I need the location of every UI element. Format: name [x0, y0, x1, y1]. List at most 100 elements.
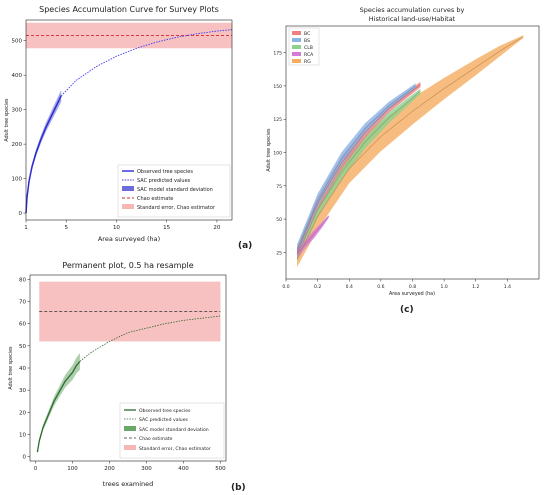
panel-b-observed-line — [36, 360, 81, 453]
panel-b-ytick-label: 0 — [23, 455, 27, 461]
panel-c-xtick-label: 0.8 — [409, 284, 416, 290]
panel-b-ylabel: Adult tree species — [8, 346, 14, 390]
panel-b-ytick-label: 80 — [19, 277, 26, 283]
panel-a-frame — [25, 19, 233, 221]
panel-a-chart: Species Accumulation Curve for Survey Pl… — [4, 5, 252, 251]
panel-b-xlabel: trees examined — [103, 480, 154, 488]
panel-a-legend-sd-swatch — [122, 186, 134, 191]
panel-c-y-ticks: 25 50 75 100 125 150 175 — [273, 51, 286, 256]
panel-c-xtick-label: 1.0 — [441, 284, 448, 290]
panel-b-xtick-label: 300 — [141, 466, 152, 472]
panel-a-xlabel: Area surveyed (ha) — [98, 235, 160, 243]
panel-a-legend-observed-label: Observed tree species — [137, 169, 193, 175]
panel-b-x-ticks: 0 100 200 300 400 500 — [34, 461, 226, 472]
panel-b-predicted-line — [79, 315, 221, 362]
panel-c-ylabel: Adult tree species — [266, 128, 272, 172]
panel-c-line-rca — [296, 216, 329, 254]
panel-a-title: Species Accumulation Curve for Survey Pl… — [39, 5, 219, 14]
panel-c-ytick-label: 50 — [276, 217, 282, 223]
panel-b-legend-se-label: Standard error, Chao estimator — [139, 446, 211, 452]
panel-b-ytick-label: 20 — [19, 410, 26, 416]
panel-a-legend-chao-label: Chao estimate — [137, 196, 173, 202]
panel-b-sd-band — [37, 352, 80, 454]
panel-b-xtick-label: 400 — [178, 466, 189, 472]
panel-c-legend-swatch-clb — [292, 45, 301, 49]
panel-b-legend-sd-swatch — [124, 426, 136, 431]
panel-c-ytick-label: 175 — [273, 51, 282, 57]
panel-c-ytick-label: 100 — [273, 151, 282, 157]
panel-a-ylabel: Adult tree species — [4, 98, 10, 142]
panel-a-legend-box — [117, 164, 231, 218]
panel-c-title: Species accumulation curves by — [360, 6, 465, 14]
panel-b-legend-chao-label: Chao estimate — [139, 436, 173, 442]
panel-a-legend-se-label: Standard error, Chao estimator — [137, 205, 216, 211]
panel-b-ytick-label: 30 — [19, 388, 26, 394]
panel-b-chart: Permanent plot, 0.5 ha resample 0 100 200 3… — [8, 261, 246, 493]
panel-c-legend-label-rg: RG — [304, 59, 311, 65]
panel-b-tag: (b) — [231, 483, 246, 493]
panel-b-y-ticks: 0 10 20 30 40 50 60 70 80 — [19, 277, 30, 461]
panel-c-bands — [297, 35, 524, 268]
panel-a-ytick-label: 100 — [12, 177, 23, 183]
panel-c-ytick-label: 125 — [273, 117, 282, 123]
panel-c-line-bs — [296, 85, 416, 250]
panel-c-legend-swatch-bs — [292, 38, 301, 42]
panel-b-legend: Observed tree species SAC predicted valu… — [119, 402, 225, 459]
panel-c-line-clb — [296, 90, 421, 256]
panel-c-xlabel: Area surveyed (ha) — [389, 291, 435, 297]
panel-c-chart: Species accumulation curves by Historica… — [266, 6, 540, 315]
panel-c-legend-label-rca: RCA — [304, 52, 314, 58]
panel-a-observed-line — [25, 95, 62, 214]
panel-a-ytick-label: 0 — [19, 211, 23, 217]
panel-c-x-ticks: 0.0 0.2 0.4 0.6 0.8 1.0 1.2 1.4 — [282, 279, 511, 290]
panel-b-title: Permanent plot, 0.5 ha resample — [62, 261, 193, 270]
panel-b-ytick-label: 40 — [19, 366, 26, 372]
panel-a-legend-predicted-label: SAC predicted values — [137, 178, 191, 184]
panel-c-frame — [285, 25, 540, 280]
panel-b-ytick-label: 50 — [19, 344, 26, 350]
panel-b-xtick-label: 500 — [215, 466, 226, 472]
panel-a-xtick-label: 5 — [64, 225, 68, 231]
panel-c-xtick-label: 0.4 — [346, 284, 353, 290]
panel-a-ytick-label: 400 — [12, 73, 23, 79]
panel-b-legend-observed-label: Observed tree species — [139, 408, 191, 414]
panel-c-line-rg — [296, 36, 524, 260]
panel-c-xtick-label: 0.2 — [314, 284, 321, 290]
panel-c-legend-label-bs: BS — [304, 38, 310, 44]
panel-b-ytick-label: 60 — [19, 322, 26, 328]
panel-a-y-ticks: 0 100 200 300 400 500 — [12, 39, 26, 217]
panel-a-ytick-label: 500 — [12, 39, 23, 45]
panel-c-subtitle: Historical land-use/Habitat — [369, 15, 456, 23]
panel-a-legend-se-swatch — [122, 204, 134, 209]
panel-a-xtick-label: 20 — [213, 225, 220, 231]
panel-b-xtick-label: 100 — [67, 466, 78, 472]
panel-a-tag: (a) — [238, 241, 252, 251]
panel-c-line-bc — [296, 84, 421, 253]
panel-c-xtick-label: 1.4 — [504, 284, 511, 290]
panel-a-ytick-label: 300 — [12, 108, 23, 114]
panel-c-tag: (c) — [400, 305, 414, 315]
panel-a-predicted-line — [60, 29, 233, 97]
panel-b-legend-sd-label: SAC model standard deviation — [139, 427, 209, 433]
panel-c-lines — [296, 36, 524, 260]
panel-c-legend-label-bc: BC — [304, 31, 310, 37]
panel-b-xtick-label: 200 — [104, 466, 115, 472]
panel-a-xtick-label: 1 — [24, 225, 28, 231]
panel-c-legend-swatch-bc — [292, 31, 301, 35]
panel-c-ytick-label: 75 — [276, 184, 282, 190]
panel-c-legend-label-clb: CLB — [304, 45, 313, 51]
panel-a-sd-band — [26, 89, 62, 215]
panel-b-legend-se-swatch — [124, 445, 136, 450]
panel-c-legend-swatch-rca — [292, 52, 301, 56]
panel-a-ytick-label: 200 — [12, 142, 23, 148]
panel-c-ytick-label: 25 — [276, 250, 282, 256]
panel-a-xtick-label: 15 — [163, 225, 170, 231]
panel-a-legend: Observed tree species SAC predicted valu… — [117, 164, 231, 218]
panel-c-xtick-label: 0.6 — [377, 284, 384, 290]
panel-c-band-rg — [297, 35, 524, 268]
panel-b-ytick-label: 70 — [19, 300, 26, 306]
panel-b-legend-predicted-label: SAC predicted values — [139, 417, 189, 423]
panel-c-ytick-label: 150 — [273, 84, 282, 90]
